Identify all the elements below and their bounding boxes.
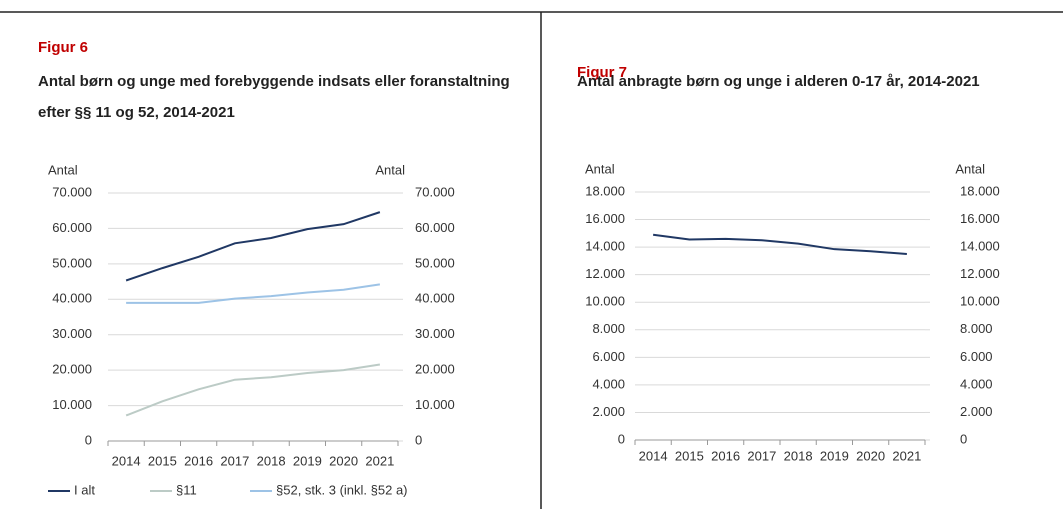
legend-label: I alt: [74, 482, 95, 497]
y2-tick-label: 50.000: [415, 255, 455, 270]
legend-label: §11: [176, 482, 197, 497]
y2-tick-label: 20.000: [415, 362, 455, 377]
x-tick-label: 2017: [220, 453, 249, 468]
y-tick-label: 12.000: [585, 266, 625, 281]
y2-tick-label: 40.000: [415, 291, 455, 306]
line: [125, 211, 381, 282]
y-tick-label: 6.000: [592, 349, 625, 364]
legend-label: §52, stk. 3 (inkl. §52 a): [276, 482, 408, 497]
x-tick-label: 2016: [184, 453, 213, 468]
y-tick-label: 8.000: [592, 321, 625, 336]
x-tick-label: 2021: [892, 448, 921, 463]
y2-tick-label: 60.000: [415, 220, 455, 235]
y2-tick-label: 12.000: [960, 266, 1000, 281]
y2-tick-label: 8.000: [960, 321, 993, 336]
y2-tick-label: 16.000: [960, 211, 1000, 226]
x-tick-label: 2018: [257, 453, 286, 468]
y2-tick-label: 0: [415, 432, 422, 447]
y-tick-label: 14.000: [585, 239, 625, 254]
y-tick-label: 60.000: [52, 220, 92, 235]
y-tick-label: 20.000: [52, 362, 92, 377]
x-tick-label: 2015: [148, 453, 177, 468]
y-tick-label: 30.000: [52, 326, 92, 341]
figure-label: Figur 6: [38, 39, 89, 56]
x-tick-label: 2014: [639, 448, 668, 463]
y-tick-label: 10.000: [585, 294, 625, 309]
y-axis-label: Antal: [48, 162, 78, 177]
y-tick-label: 10.000: [52, 397, 92, 412]
x-tick-label: 2019: [820, 448, 849, 463]
chart-title: Antal anbragte børn og unge i alderen 0-…: [577, 73, 980, 90]
line: [125, 363, 381, 417]
y2-tick-label: 2.000: [960, 404, 993, 419]
x-tick-label: 2017: [747, 448, 776, 463]
y-tick-label: 0: [85, 432, 92, 447]
x-tick-label: 2020: [856, 448, 885, 463]
x-tick-label: 2018: [784, 448, 813, 463]
figure-label: Figur 7: [577, 64, 628, 81]
x-tick-label: 2015: [675, 448, 704, 463]
line: [126, 283, 381, 304]
y-tick-label: 18.000: [585, 183, 625, 198]
y-tick-label: 4.000: [592, 376, 625, 391]
y-tick-label: 50.000: [52, 255, 92, 270]
y2-tick-label: 14.000: [960, 239, 1000, 254]
y-axis-label: Antal: [585, 161, 615, 176]
y-tick-label: 40.000: [52, 291, 92, 306]
y-tick-label: 2.000: [592, 404, 625, 419]
y2-tick-label: 0: [960, 431, 967, 446]
y2-tick-label: 6.000: [960, 349, 993, 364]
y2-tick-label: 70.000: [415, 184, 455, 199]
y-tick-label: 70.000: [52, 184, 92, 199]
y2-tick-label: 30.000: [415, 326, 455, 341]
y2-tick-label: 10.000: [415, 397, 455, 412]
y2-tick-label: 10.000: [960, 294, 1000, 309]
x-tick-label: 2021: [365, 453, 394, 468]
chart-title: Antal børn og unge med forebyggende inds…: [38, 73, 510, 121]
y2-tick-label: 18.000: [960, 183, 1000, 198]
y2-axis-label: Antal: [955, 161, 985, 176]
y-tick-label: 16.000: [585, 211, 625, 226]
y2-tick-label: 4.000: [960, 376, 993, 391]
x-tick-label: 2016: [711, 448, 740, 463]
line: [652, 233, 907, 255]
y-tick-label: 0: [618, 431, 625, 446]
y2-axis-label: Antal: [375, 162, 405, 177]
x-tick-label: 2020: [329, 453, 358, 468]
x-tick-label: 2019: [293, 453, 322, 468]
x-tick-label: 2014: [112, 453, 141, 468]
